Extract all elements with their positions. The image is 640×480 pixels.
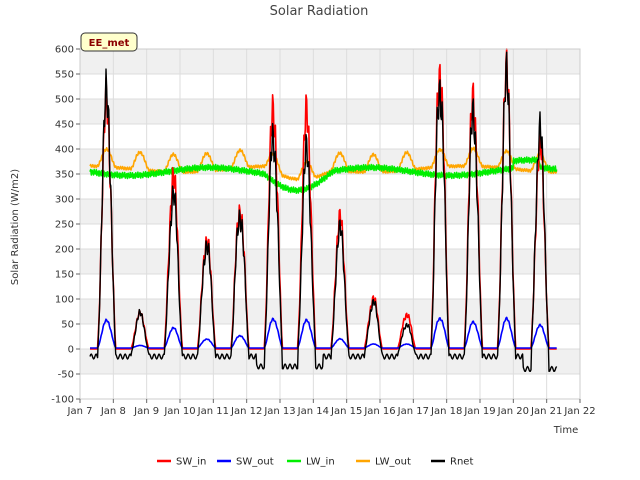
x-tick-label: Jan 19 [463,406,495,417]
axes-layer: -100 -50 0 50 100 150 200 250 300 350 400 450 500 550… [51,45,595,418]
x-tick-label: Jan 11 [197,406,229,417]
series-line-sw-out [89,316,557,349]
legend-label: LW_out [375,457,411,468]
background-band [80,99,580,124]
y-tick-label: 50 [61,320,74,331]
legend: SW_in SW_out LW_in LW_out Rnet [157,457,473,468]
series-layer [89,48,558,372]
y-tick-label: 550 [55,70,74,81]
x-tick-label: Jan 9 [133,406,159,417]
x-tick-label: Jan 17 [397,406,429,417]
site-badge-label: EE_met [89,38,130,49]
x-tick-label: Jan 22 [563,406,595,417]
x-axis-title: Time [553,425,578,436]
site-badge-box [80,32,138,52]
legend-label: Rnet [450,457,473,468]
x-tick-label: Jan 10 [163,406,195,417]
series-line-lw-out [89,146,558,182]
y-tick-label: 250 [55,220,74,231]
x-tick-label: Jan 18 [430,406,462,417]
x-tick-label: Jan 13 [263,406,295,417]
y-tick-label: 100 [55,295,74,306]
y-tick-label: -100 [51,395,74,406]
y-tick-label: 450 [55,120,74,131]
x-tick-label: Jan 12 [230,406,262,417]
y-tick-label: 150 [55,270,74,281]
background-band [80,249,580,274]
background-band [80,49,580,74]
y-tick-label: 0 [68,345,74,356]
x-tick-label: Jan 7 [67,406,93,417]
legend-label: LW_in [306,457,335,468]
x-tick-label: Jan 14 [297,406,329,417]
legend-label: SW_out [236,457,274,468]
chart-title: Solar Radiation [270,4,369,19]
legend-label: SW_in [176,457,206,468]
y-tick-label: 600 [55,45,74,56]
background-band [80,349,580,374]
site-badge: EE_met [80,32,138,52]
x-tick-label: Jan 21 [530,406,562,417]
x-tick-label: Jan 20 [497,406,529,417]
series-line-lw-in [89,156,558,194]
series-line-rnet [89,51,558,372]
y-tick-label: 350 [55,170,74,181]
y-tick-label: 500 [55,95,74,106]
x-tick-label: Jan 15 [330,406,362,417]
background-band [80,299,580,324]
background-band [80,199,580,224]
y-tick-label: 300 [55,195,74,206]
x-tick-label: Jan 8 [100,406,126,417]
y-tick-label: 400 [55,145,74,156]
y-tick-label: -50 [58,370,74,381]
x-tick-label: Jan 16 [363,406,395,417]
y-tick-label: 200 [55,245,74,256]
y-axis-title: Solar Radiation (W/m2) [10,169,21,285]
